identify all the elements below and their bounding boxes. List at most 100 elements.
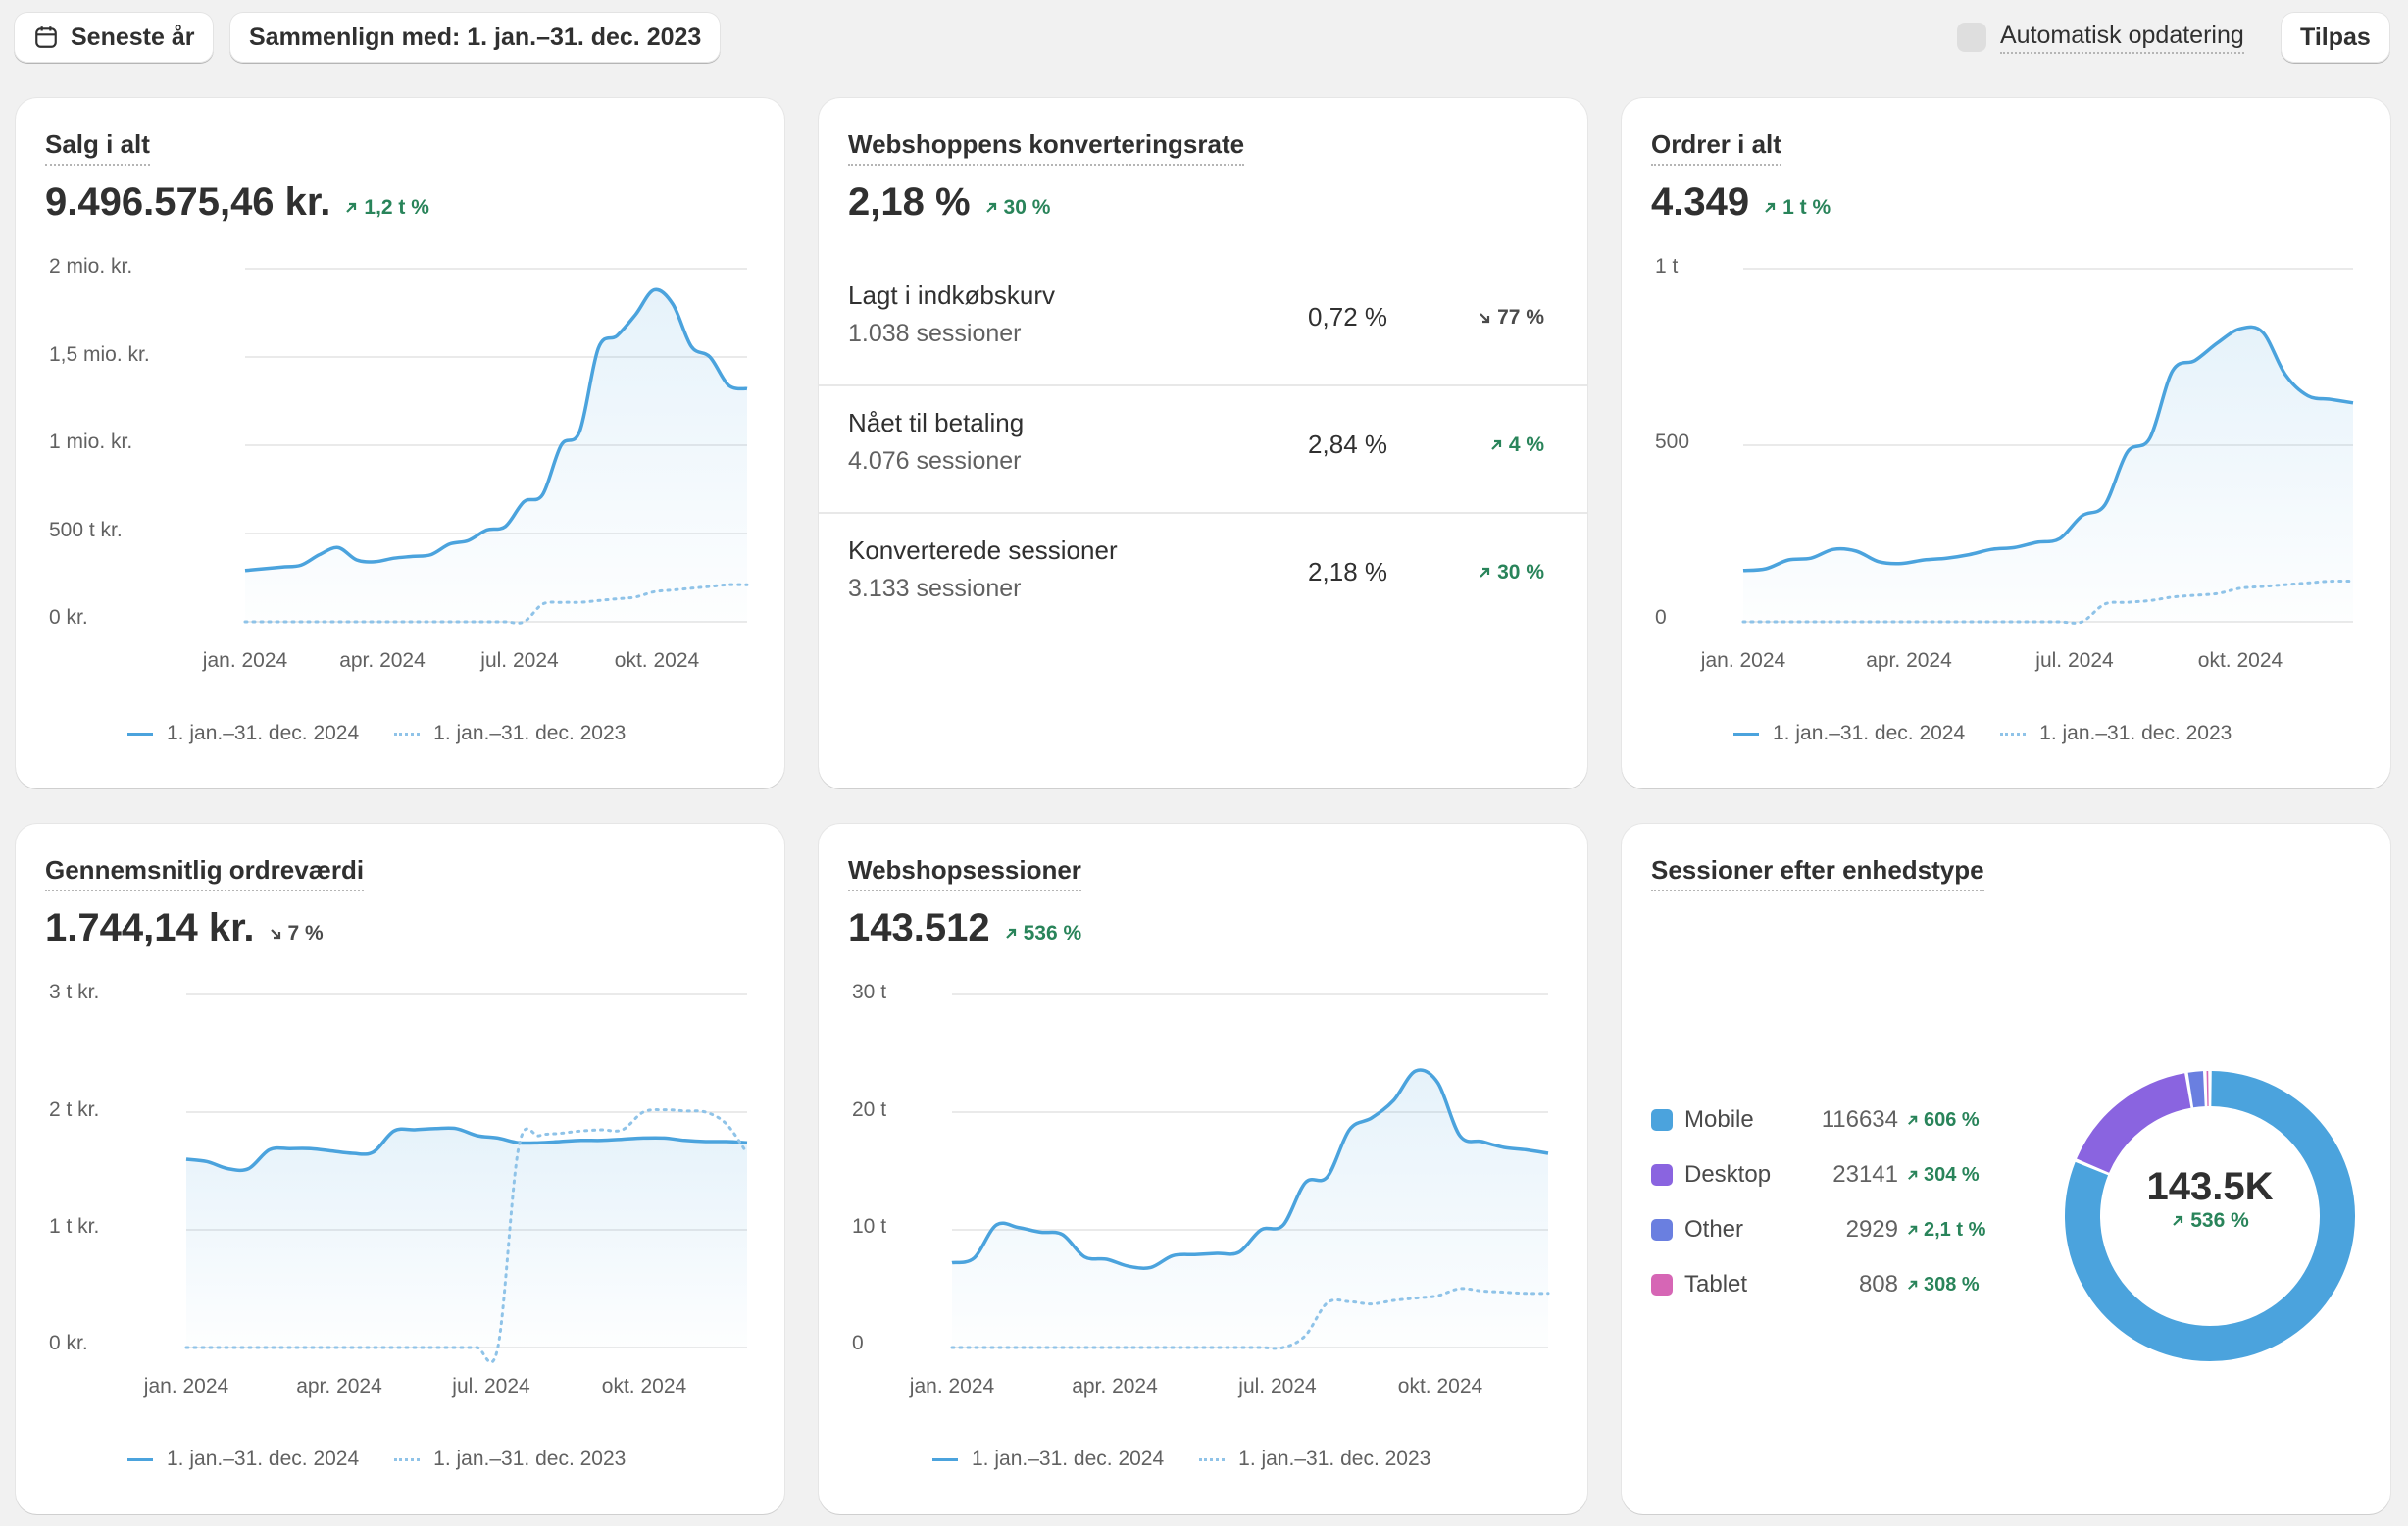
card-title[interactable]: Webshoppens konverteringsrate xyxy=(848,129,1245,166)
funnel-step-sessions: 3.133 sessioner xyxy=(848,575,1022,602)
series-line-current[interactable] xyxy=(1742,325,2354,573)
series-line-current[interactable] xyxy=(951,1068,1549,1270)
devices-card[interactable]: Sessioner efter enhedstype Mobile 116634… xyxy=(1622,824,2390,1514)
arrow-up-right-icon xyxy=(1908,1280,1918,1290)
conversion-card[interactable]: Webshoppens konverteringsrate 2,18 % 30 … xyxy=(819,98,1587,788)
trend-value: 1 t % xyxy=(1782,196,1831,219)
customize-label: Tilpas xyxy=(2300,23,2371,51)
legend-item-current[interactable]: 1. jan.–31. dec. 2024 xyxy=(127,722,359,745)
legend-item-previous[interactable]: 1. jan.–31. dec. 2023 xyxy=(1199,1448,1430,1471)
sales-card[interactable]: Salg i alt 9.496.575,46 kr. 1,2 t % 2 mi… xyxy=(16,98,784,788)
legend-item-previous[interactable]: 1. jan.–31. dec. 2023 xyxy=(2000,722,2232,745)
metric: 4.349 1 t % xyxy=(1651,180,1831,225)
legend-item-previous[interactable]: 1. jan.–31. dec. 2023 xyxy=(394,1448,626,1471)
device-count: 116634 xyxy=(1821,1106,1898,1133)
device-donut-chart[interactable] xyxy=(2053,1059,2367,1373)
orders-card[interactable]: Ordrer i alt 4.349 1 t % 1 t 500 0 jan. … xyxy=(1622,98,2390,788)
sessions-line-chart[interactable] xyxy=(819,824,1587,1514)
auto-update-checkbox[interactable] xyxy=(1957,23,1986,52)
series-line-previous[interactable] xyxy=(950,1287,1550,1350)
series-line-previous[interactable] xyxy=(1741,579,2355,625)
card-title[interactable]: Webshopsessioner xyxy=(848,855,1081,891)
arrow-up-right-icon xyxy=(1908,1225,1918,1235)
orders-line-chart[interactable] xyxy=(1622,98,2390,788)
funnel-row-checkout[interactable]: Nået til betaling 4.076 sessioner 2,84 %… xyxy=(819,386,1587,514)
y-tick: 1 t kr. xyxy=(49,1215,100,1238)
compare-button[interactable]: Sammenlign med: 1. jan.–31. dec. 2023 xyxy=(229,12,722,63)
donut-center: 143.5K 536 % xyxy=(2053,1165,2367,1233)
device-row-other[interactable]: Other 2929 2,1 t % xyxy=(1651,1210,2014,1249)
y-tick: 1,5 mio. kr. xyxy=(49,343,150,366)
series-line-previous[interactable] xyxy=(243,583,749,625)
x-tick: okt. 2024 xyxy=(601,1375,687,1398)
sales-line-chart[interactable] xyxy=(16,98,784,788)
card-title[interactable]: Sessioner efter enhedstype xyxy=(1651,855,1984,891)
x-tick: jan. 2024 xyxy=(1700,649,1786,672)
device-row-tablet[interactable]: Tablet 808 308 % xyxy=(1651,1265,2014,1304)
chart-legend: 1. jan.–31. dec. 2024 1. jan.–31. dec. 2… xyxy=(127,722,661,745)
arrow-up-right-icon xyxy=(1765,202,1776,213)
trend-value: 308 % xyxy=(1924,1273,1980,1296)
legend-item-current[interactable]: 1. jan.–31. dec. 2024 xyxy=(127,1448,359,1471)
y-tick: 0 xyxy=(852,1332,864,1354)
funnel-step-trend: 4 % xyxy=(1489,433,1544,457)
metric-value: 2,18 % xyxy=(848,180,971,224)
series-line-previous[interactable] xyxy=(184,1108,749,1364)
date-range-button[interactable]: Seneste år xyxy=(14,12,215,63)
legend-label: 1. jan.–31. dec. 2023 xyxy=(2039,722,2232,744)
funnel-row-converted[interactable]: Konverterede sessioner 3.133 sessioner 2… xyxy=(819,514,1587,641)
device-trend: 304 % xyxy=(1906,1164,1980,1187)
dotted-line-swatch xyxy=(394,1457,421,1461)
device-trend: 606 % xyxy=(1906,1109,1980,1132)
device-count: 808 xyxy=(1858,1271,1898,1297)
dotted-line-swatch xyxy=(394,732,421,736)
funnel-step-trend: 30 % xyxy=(1478,561,1544,585)
donut-slice-mobile[interactable] xyxy=(2065,1071,2355,1361)
arrow-up-right-icon xyxy=(1480,567,1490,578)
x-tick: apr. 2024 xyxy=(1072,1375,1158,1398)
donut-trend: 536 % xyxy=(2171,1209,2249,1233)
trend-value: 606 % xyxy=(1924,1108,1980,1131)
chart-legend: 1. jan.–31. dec. 2024 1. jan.–31. dec. 2… xyxy=(932,1448,1466,1471)
trend-badge: 7 % xyxy=(269,922,324,945)
x-tick: apr. 2024 xyxy=(296,1375,382,1398)
donut-slice-other[interactable] xyxy=(2187,1071,2205,1108)
customize-button[interactable]: Tilpas xyxy=(2281,12,2390,63)
series-line-current[interactable] xyxy=(244,287,748,573)
x-tick: jul. 2024 xyxy=(2035,649,2114,672)
auto-update-toggle[interactable]: Automatisk opdatering xyxy=(1957,20,2244,55)
trend-value: 304 % xyxy=(1924,1163,1980,1186)
card-title[interactable]: Gennemsnitlig ordreværdi xyxy=(45,855,365,891)
legend-item-previous[interactable]: 1. jan.–31. dec. 2023 xyxy=(394,722,626,745)
chart-legend: 1. jan.–31. dec. 2024 1. jan.–31. dec. 2… xyxy=(127,1448,661,1471)
sessions-card[interactable]: Webshopsessioner 143.512 536 % 30 t 20 t… xyxy=(819,824,1587,1514)
metric-value: 1.744,14 kr. xyxy=(45,906,255,949)
legend-item-current[interactable]: 1. jan.–31. dec. 2024 xyxy=(932,1448,1164,1471)
device-row-mobile[interactable]: Mobile 116634 606 % xyxy=(1651,1100,2014,1140)
series-area xyxy=(186,1128,747,1348)
trend-value: 2,1 t % xyxy=(1924,1218,1986,1241)
device-name: Other xyxy=(1684,1216,1744,1243)
donut-slice-desktop[interactable] xyxy=(2077,1073,2191,1174)
arrow-up-right-icon xyxy=(346,202,357,213)
legend-label: 1. jan.–31. dec. 2024 xyxy=(167,1448,360,1470)
auto-update-label: Automatisk opdatering xyxy=(2000,22,2244,54)
aov-card[interactable]: Gennemsnitlig ordreværdi 1.744,14 kr. 7 … xyxy=(16,824,784,1514)
trend-badge: 30 % xyxy=(984,196,1050,220)
legend-item-current[interactable]: 1. jan.–31. dec. 2024 xyxy=(1733,722,1965,745)
device-color-swatch xyxy=(1651,1109,1673,1131)
funnel-step-name: Lagt i indkøbskurv xyxy=(848,280,1055,310)
device-count: 23141 xyxy=(1832,1161,1898,1188)
series-line-current[interactable] xyxy=(185,1126,748,1173)
device-row-desktop[interactable]: Desktop 23141 304 % xyxy=(1651,1155,2014,1195)
donut-total: 143.5K xyxy=(2146,1165,2274,1208)
x-tick: okt. 2024 xyxy=(614,649,700,672)
y-tick: 1 mio. kr. xyxy=(49,431,133,453)
card-title[interactable]: Ordrer i alt xyxy=(1651,129,1781,166)
x-tick: jul. 2024 xyxy=(1238,1375,1317,1398)
aov-line-chart[interactable] xyxy=(16,824,784,1514)
y-tick: 2 t kr. xyxy=(49,1098,100,1121)
trend-value: 30 % xyxy=(1497,561,1544,584)
card-title[interactable]: Salg i alt xyxy=(45,129,150,166)
funnel-row-add-to-cart[interactable]: Lagt i indkøbskurv 1.038 sessioner 0,72 … xyxy=(819,259,1587,386)
